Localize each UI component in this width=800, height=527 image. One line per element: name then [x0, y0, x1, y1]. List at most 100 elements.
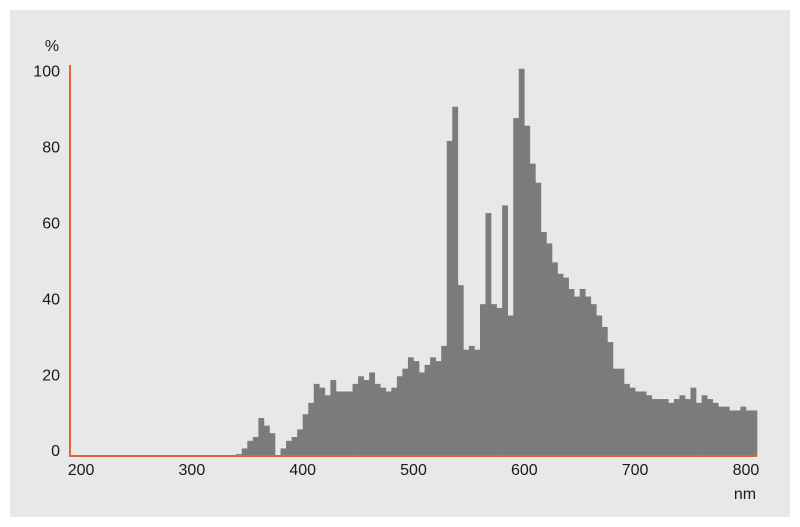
bar [474, 349, 481, 456]
bar [723, 406, 730, 456]
bar [751, 410, 758, 456]
y-tick-label: 100 [33, 64, 60, 81]
bar [374, 383, 381, 456]
bar [335, 391, 342, 456]
bar [624, 383, 630, 456]
bar [280, 448, 287, 456]
bar [479, 304, 486, 456]
bar [363, 380, 370, 456]
bar [657, 399, 664, 456]
bar [502, 205, 508, 456]
bar [712, 402, 719, 456]
x-tick-label: 700 [622, 462, 649, 479]
bar [263, 425, 270, 456]
x-tick-label: 200 [68, 462, 95, 479]
bar [552, 262, 558, 456]
bar [673, 399, 680, 456]
bar [679, 395, 686, 456]
bar [696, 402, 702, 456]
bar [629, 387, 636, 456]
bar [380, 387, 387, 456]
y-tick-label: 40 [42, 291, 60, 308]
bar [330, 380, 337, 456]
x-tick-label: 600 [511, 462, 538, 479]
bar [347, 391, 353, 456]
bar [612, 368, 619, 456]
bar [601, 326, 608, 456]
bar [241, 448, 248, 456]
bar [557, 273, 564, 456]
bar [313, 383, 320, 456]
x-tick-label: 300 [179, 462, 206, 479]
bar [297, 429, 303, 456]
bar [252, 437, 259, 456]
bar [668, 402, 675, 456]
bar [745, 410, 752, 456]
bar [441, 345, 448, 456]
bar [640, 391, 647, 456]
bar [734, 410, 741, 456]
bar [618, 368, 625, 456]
bar [518, 68, 525, 457]
bar [529, 163, 536, 456]
bar [496, 307, 503, 456]
bar [358, 376, 364, 456]
x-tick-label: 800 [733, 462, 760, 479]
y-axis-label: % [45, 38, 59, 55]
bar [546, 243, 553, 456]
bar [651, 399, 658, 456]
bar [424, 364, 431, 456]
y-tick-label: 20 [42, 367, 60, 384]
bar [413, 361, 420, 456]
bar [491, 304, 497, 456]
bar [684, 399, 691, 456]
bar [302, 414, 309, 456]
bar [385, 391, 392, 456]
bar [701, 395, 708, 456]
bar [391, 387, 398, 456]
bar [247, 440, 254, 456]
bar [540, 232, 547, 456]
bar [507, 315, 514, 456]
bar [352, 383, 359, 456]
bar [535, 182, 542, 456]
bar [324, 395, 331, 456]
bar [635, 391, 641, 456]
bar [579, 288, 586, 456]
bar [662, 399, 669, 456]
bar [457, 285, 464, 456]
bar [258, 418, 265, 456]
bar [596, 315, 603, 456]
bar [319, 387, 326, 456]
bar [435, 361, 442, 456]
bar [718, 406, 725, 456]
bar [402, 368, 409, 456]
bar [269, 433, 276, 456]
bar [485, 213, 492, 456]
bar [291, 437, 298, 456]
bar [568, 288, 575, 456]
bar [690, 387, 697, 456]
bar [590, 304, 597, 456]
bar [463, 349, 470, 456]
bar [419, 372, 425, 456]
bar [452, 106, 459, 457]
bar [729, 410, 736, 456]
bar [646, 395, 653, 456]
bar [607, 342, 614, 456]
bar [286, 440, 292, 456]
bar [430, 357, 436, 456]
bar [369, 372, 376, 456]
bar [707, 399, 713, 456]
bar [308, 402, 315, 456]
bar [396, 376, 403, 456]
bar [407, 357, 414, 456]
bar [585, 296, 592, 456]
bar [740, 406, 747, 456]
y-tick-label: 0 [51, 443, 60, 460]
bar [563, 277, 569, 456]
x-tick-label: 400 [289, 462, 316, 479]
y-tick-label: 60 [42, 215, 60, 232]
bar [468, 345, 475, 456]
